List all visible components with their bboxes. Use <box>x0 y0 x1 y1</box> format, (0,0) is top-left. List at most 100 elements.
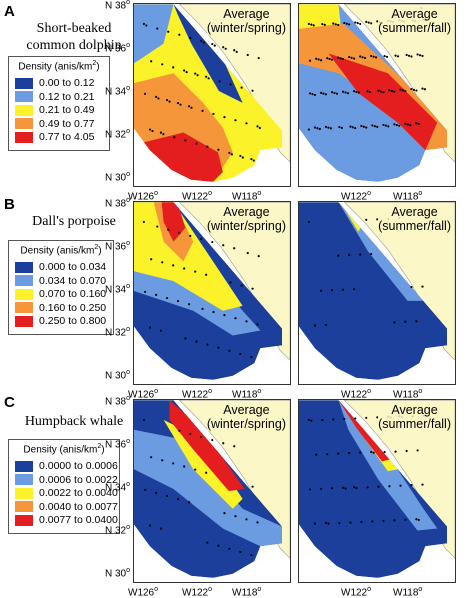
sighting-dot <box>307 128 310 131</box>
sighting-dot <box>143 92 147 95</box>
sighting-dot <box>360 520 363 524</box>
sighting-dot <box>142 220 145 223</box>
sighting-dot <box>334 23 337 26</box>
sighting-dot <box>239 352 242 356</box>
sighting-dot <box>404 518 407 521</box>
sightings <box>307 414 425 525</box>
longitude-tick-label: W122o <box>182 388 213 401</box>
longitude-tick-label: W118o <box>232 190 262 203</box>
sighting-dot <box>376 125 379 128</box>
sighting-dot <box>223 512 226 515</box>
sighting-dot <box>202 41 205 44</box>
sighting-dot <box>324 521 328 524</box>
sighting-dot <box>142 22 145 25</box>
longitude-tick-label: W118o <box>393 388 423 401</box>
sighting-dot <box>308 92 312 95</box>
sighting-dot <box>337 23 340 27</box>
sighting-dot <box>356 22 359 25</box>
sighting-dot <box>184 139 187 142</box>
sighting-dot <box>348 452 351 455</box>
sighting-dot <box>230 153 233 156</box>
sighting-dot <box>404 90 407 93</box>
map-title-line: Average <box>391 403 438 417</box>
sighting-dot <box>359 55 362 58</box>
latitude-tick-label: N 36o <box>104 240 130 253</box>
sighting-dot <box>200 39 203 43</box>
map-season-title: Average (summer/fall) <box>378 403 451 431</box>
legend-row: 0.77 to 4.05 <box>15 130 109 144</box>
legend-row: 0.250 to 0.800 <box>15 314 113 328</box>
sighting-dot <box>229 281 232 284</box>
sighting-dot <box>341 486 345 489</box>
sighting-dot <box>416 53 419 56</box>
sighting-dot <box>205 75 208 78</box>
sightings <box>142 22 261 162</box>
density-zone <box>173 4 243 103</box>
sighting-dot <box>251 485 254 488</box>
sighting-dot <box>321 23 324 26</box>
sighting-dot <box>189 234 192 238</box>
sighting-dot <box>245 122 248 125</box>
sighting-dot <box>415 122 418 125</box>
sighting-dot <box>320 487 323 490</box>
sighting-dot <box>365 218 368 221</box>
sighting-dot <box>345 22 348 25</box>
legend-swatch <box>15 302 33 314</box>
legend-swatch <box>15 118 33 130</box>
sighting-dot <box>250 553 253 557</box>
sighting-dot <box>176 300 180 303</box>
panel-letter-a: A <box>4 3 15 20</box>
legend-row: 0.160 to 0.250 <box>15 301 113 315</box>
sighting-dot <box>337 56 340 59</box>
sighting-dot <box>211 438 214 442</box>
sighting-dot <box>361 56 364 59</box>
sighting-dot <box>366 90 369 93</box>
sighting-dot <box>383 451 386 454</box>
sighting-dot <box>211 240 214 244</box>
sighting-dot <box>223 116 226 119</box>
sighting-dot <box>168 100 171 103</box>
sighting-dot <box>315 453 318 456</box>
legend-row: 0.12 to 0.21 <box>15 90 109 104</box>
legend-row: 0.000 to 0.034 <box>15 260 113 274</box>
sighting-dot <box>188 303 191 306</box>
sighting-dot <box>320 289 323 292</box>
sighting-dot <box>328 57 331 61</box>
sighting-dot <box>258 126 261 130</box>
longitude-tick-label: W122o <box>341 190 372 203</box>
sighting-dot <box>148 524 152 527</box>
sighting-dot <box>179 103 182 106</box>
sighting-dot <box>194 72 197 75</box>
legend-row: 0.49 to 0.77 <box>15 117 109 131</box>
sighting-dot <box>384 124 387 127</box>
sighting-dot <box>401 89 405 92</box>
sighting-dot <box>405 53 408 57</box>
longitude-tick-label: W118o <box>393 190 423 203</box>
sighting-dot <box>310 23 313 26</box>
sighting-dot <box>320 91 323 94</box>
sighting-dot <box>188 105 191 108</box>
map-title-line: (winter/spring) <box>206 417 286 431</box>
sighting-dot <box>148 326 152 329</box>
sighting-dot <box>370 22 373 25</box>
sighting-dot <box>310 419 313 422</box>
sighting-dot <box>172 264 175 267</box>
sighting-dot <box>256 521 259 524</box>
sighting-dot <box>322 92 325 95</box>
longitude-tick-label: W118o <box>232 586 262 598</box>
legend-common-dolphin: Density (anis/km2) 0.00 to 0.12 0.12 to … <box>8 56 110 151</box>
sighting-dot <box>367 21 370 24</box>
sighting-dot <box>217 346 220 349</box>
sighting-dot <box>308 59 312 62</box>
sighting-dot <box>399 484 402 487</box>
sighting-dot <box>159 131 163 134</box>
sighting-dot <box>410 285 413 289</box>
sighting-dot <box>183 465 186 468</box>
longitude-tick-label: W126o <box>128 388 159 401</box>
sighting-dot <box>200 237 203 241</box>
legend-swatch <box>15 77 33 89</box>
latitude-tick-label: N 30o <box>104 567 130 580</box>
species-label-dalls-porpoise: Dall's porpoise <box>32 214 116 229</box>
sighting-dot <box>341 90 345 93</box>
sighting-dot <box>228 547 231 550</box>
